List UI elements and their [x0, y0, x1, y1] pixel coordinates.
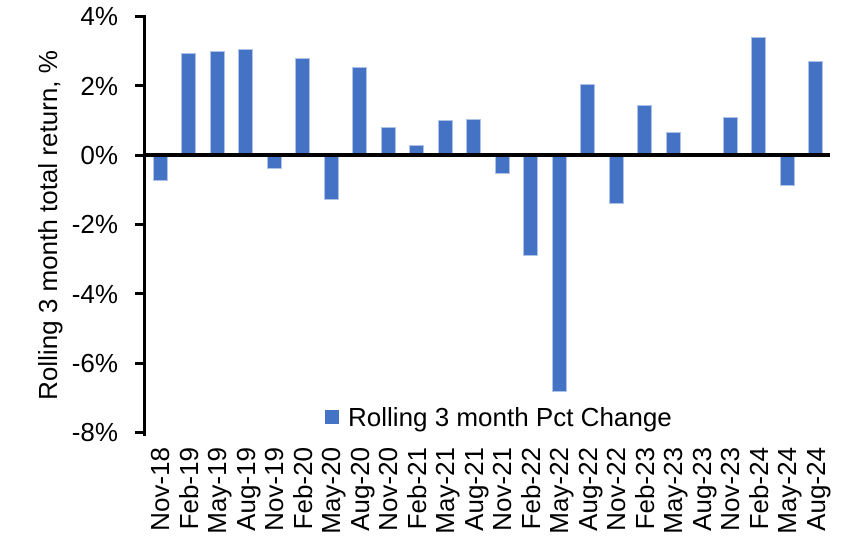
x-tick-label: Aug-21: [458, 447, 489, 531]
bar: [494, 155, 510, 175]
x-tick-label: May-22: [544, 447, 575, 534]
zero-baseline: [146, 153, 830, 157]
legend-swatch-icon: [325, 410, 339, 424]
x-tick-label: Feb-23: [629, 447, 660, 530]
x-tick-label: May-19: [202, 447, 233, 534]
y-tick-label: 4%: [80, 1, 118, 32]
x-tick-label: Feb-24: [743, 447, 774, 530]
bar: [523, 155, 539, 256]
bar: [437, 120, 453, 157]
bar: [323, 155, 339, 201]
legend: Rolling 3 month Pct Change: [325, 403, 672, 431]
x-tick-label: Aug-22: [572, 447, 603, 531]
x-tick-label: May-24: [772, 447, 803, 534]
y-tick-mark: [135, 14, 146, 18]
bar: [152, 155, 168, 181]
bar: [181, 52, 197, 157]
bar: [266, 155, 282, 169]
x-tick-label: Aug-20: [344, 447, 375, 531]
y-tick-mark: [135, 361, 146, 365]
x-tick-label: Nov-19: [259, 447, 290, 531]
x-tick-label: Nov-23: [715, 447, 746, 531]
x-tick-label: May-21: [430, 447, 461, 534]
x-tick-label: Feb-22: [515, 447, 546, 530]
bar: [209, 51, 225, 157]
bar: [580, 83, 596, 157]
x-tick-label: May-23: [658, 447, 689, 534]
x-tick-label: Nov-20: [373, 447, 404, 531]
bar: [608, 155, 624, 204]
y-tick-label: 0%: [80, 140, 118, 170]
bar: [466, 118, 482, 157]
y-tick-label: -4%: [71, 278, 118, 309]
bar: [551, 155, 567, 393]
bar: [352, 66, 368, 157]
x-tick-label: Aug-23: [686, 447, 717, 531]
x-tick-label: May-20: [316, 447, 347, 534]
y-tick-label: -2%: [71, 209, 118, 240]
bar: [751, 37, 767, 157]
y-tick-label: -8%: [71, 417, 118, 448]
y-axis-line: [143, 15, 146, 436]
y-tick-mark: [135, 292, 146, 296]
bar: [238, 49, 254, 157]
x-tick-label: Nov-22: [601, 447, 632, 531]
bar: [637, 104, 653, 157]
x-tick-label: Feb-21: [401, 447, 432, 530]
y-tick-mark: [135, 430, 146, 434]
x-tick-label: Aug-24: [800, 447, 831, 531]
y-tick-mark: [135, 84, 146, 88]
x-tick-label: Feb-20: [287, 447, 318, 530]
legend-label: Rolling 3 month Pct Change: [348, 402, 672, 432]
y-tick-label: -6%: [71, 348, 118, 378]
bar: [295, 57, 311, 157]
x-tick-label: Nov-21: [487, 447, 518, 531]
bar: [779, 155, 795, 187]
y-tick-mark: [135, 153, 146, 157]
x-tick-label: Aug-19: [230, 447, 261, 531]
bar: [808, 61, 824, 157]
bar: [722, 116, 738, 157]
y-tick-mark: [135, 222, 146, 226]
y-tick-label: 2%: [80, 70, 118, 101]
x-tick-label: Feb-19: [173, 447, 204, 530]
x-tick-label: Nov-18: [145, 447, 176, 531]
